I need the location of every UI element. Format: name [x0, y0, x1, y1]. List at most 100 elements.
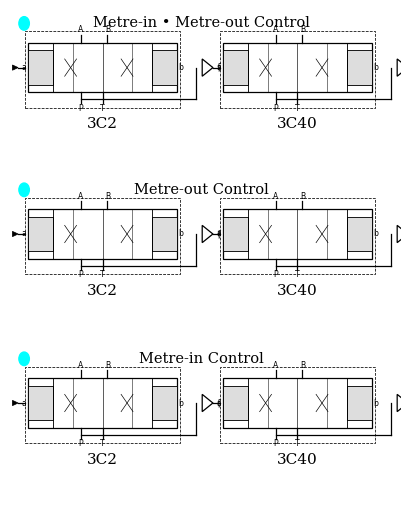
- Polygon shape: [72, 405, 76, 411]
- Polygon shape: [396, 225, 401, 243]
- Text: b: b: [178, 398, 183, 408]
- Bar: [223, 209, 371, 258]
- Bar: [28, 379, 176, 427]
- Bar: [28, 50, 53, 85]
- Text: Metre-out Control: Metre-out Control: [133, 183, 268, 197]
- Bar: [28, 43, 176, 93]
- Bar: [223, 43, 371, 93]
- Polygon shape: [396, 59, 401, 76]
- Bar: [223, 50, 248, 85]
- Text: P: P: [79, 439, 83, 448]
- Polygon shape: [65, 70, 69, 75]
- Text: T: T: [100, 104, 105, 113]
- Circle shape: [19, 352, 29, 366]
- Polygon shape: [202, 394, 213, 412]
- Text: P: P: [79, 270, 83, 279]
- Text: $\mathit{f}$: $\mathit{f}$: [215, 61, 224, 74]
- Text: 3C40: 3C40: [276, 284, 317, 297]
- Bar: [28, 386, 53, 420]
- Polygon shape: [316, 236, 320, 242]
- Polygon shape: [266, 60, 270, 66]
- Polygon shape: [259, 395, 264, 401]
- Bar: [346, 386, 371, 420]
- Text: P: P: [273, 270, 277, 279]
- Polygon shape: [12, 231, 18, 237]
- Bar: [151, 217, 176, 251]
- Text: 3C40: 3C40: [276, 452, 317, 466]
- Text: B: B: [105, 361, 110, 370]
- Text: T: T: [100, 270, 105, 279]
- Polygon shape: [396, 394, 401, 412]
- Text: $\mathit{f}$: $\mathit{f}$: [215, 396, 224, 410]
- Polygon shape: [12, 65, 18, 70]
- Bar: [223, 379, 371, 427]
- Text: b: b: [373, 63, 377, 72]
- Text: P: P: [273, 439, 277, 448]
- Text: 3C2: 3C2: [87, 117, 118, 131]
- Bar: [346, 217, 371, 251]
- Polygon shape: [266, 226, 270, 232]
- Text: b: b: [373, 229, 377, 239]
- Text: a: a: [22, 398, 26, 408]
- Text: A: A: [78, 25, 83, 34]
- Text: a: a: [22, 229, 26, 239]
- Text: T: T: [294, 439, 299, 448]
- Circle shape: [19, 183, 29, 197]
- Polygon shape: [316, 395, 320, 401]
- Text: b: b: [373, 398, 377, 408]
- Polygon shape: [259, 236, 264, 242]
- Polygon shape: [322, 226, 326, 232]
- Polygon shape: [72, 60, 76, 66]
- Text: T: T: [294, 270, 299, 279]
- Bar: [151, 50, 176, 85]
- Polygon shape: [128, 226, 132, 232]
- Text: 3C2: 3C2: [87, 452, 118, 466]
- Text: T: T: [294, 104, 299, 113]
- Text: B: B: [105, 25, 110, 34]
- Polygon shape: [316, 60, 320, 66]
- Polygon shape: [122, 236, 126, 242]
- Text: a: a: [216, 229, 221, 239]
- Polygon shape: [207, 231, 213, 237]
- Polygon shape: [259, 70, 264, 75]
- Text: P: P: [79, 104, 83, 113]
- Text: b: b: [178, 229, 183, 239]
- Text: A: A: [78, 361, 83, 370]
- Bar: [346, 50, 371, 85]
- Text: Metre-in Control: Metre-in Control: [138, 352, 263, 366]
- Polygon shape: [122, 395, 126, 401]
- Text: B: B: [105, 192, 110, 201]
- Polygon shape: [65, 395, 69, 401]
- Polygon shape: [72, 226, 76, 232]
- Text: 3C2: 3C2: [87, 284, 118, 297]
- Polygon shape: [128, 405, 132, 411]
- Bar: [151, 386, 176, 420]
- Text: B: B: [299, 361, 304, 370]
- Text: P: P: [273, 104, 277, 113]
- Text: b: b: [178, 63, 183, 72]
- Text: $\mathit{f}$: $\mathit{f}$: [215, 227, 224, 241]
- Bar: [223, 217, 248, 251]
- Bar: [223, 386, 248, 420]
- Text: A: A: [78, 192, 83, 201]
- Text: B: B: [299, 192, 304, 201]
- Text: T: T: [100, 439, 105, 448]
- Polygon shape: [207, 65, 213, 70]
- Polygon shape: [322, 70, 326, 75]
- Circle shape: [19, 17, 29, 30]
- Bar: [28, 209, 176, 258]
- Polygon shape: [65, 236, 69, 242]
- Polygon shape: [207, 400, 213, 406]
- Polygon shape: [122, 60, 126, 66]
- Text: B: B: [299, 25, 304, 34]
- Polygon shape: [202, 59, 213, 76]
- Polygon shape: [322, 405, 326, 411]
- Text: Metre-in • Metre-out Control: Metre-in • Metre-out Control: [92, 17, 309, 30]
- Text: a: a: [22, 63, 26, 72]
- Text: 3C40: 3C40: [276, 117, 317, 131]
- Polygon shape: [12, 400, 18, 406]
- Text: a: a: [216, 63, 221, 72]
- Text: a: a: [216, 398, 221, 408]
- Bar: [28, 217, 53, 251]
- Polygon shape: [202, 225, 213, 243]
